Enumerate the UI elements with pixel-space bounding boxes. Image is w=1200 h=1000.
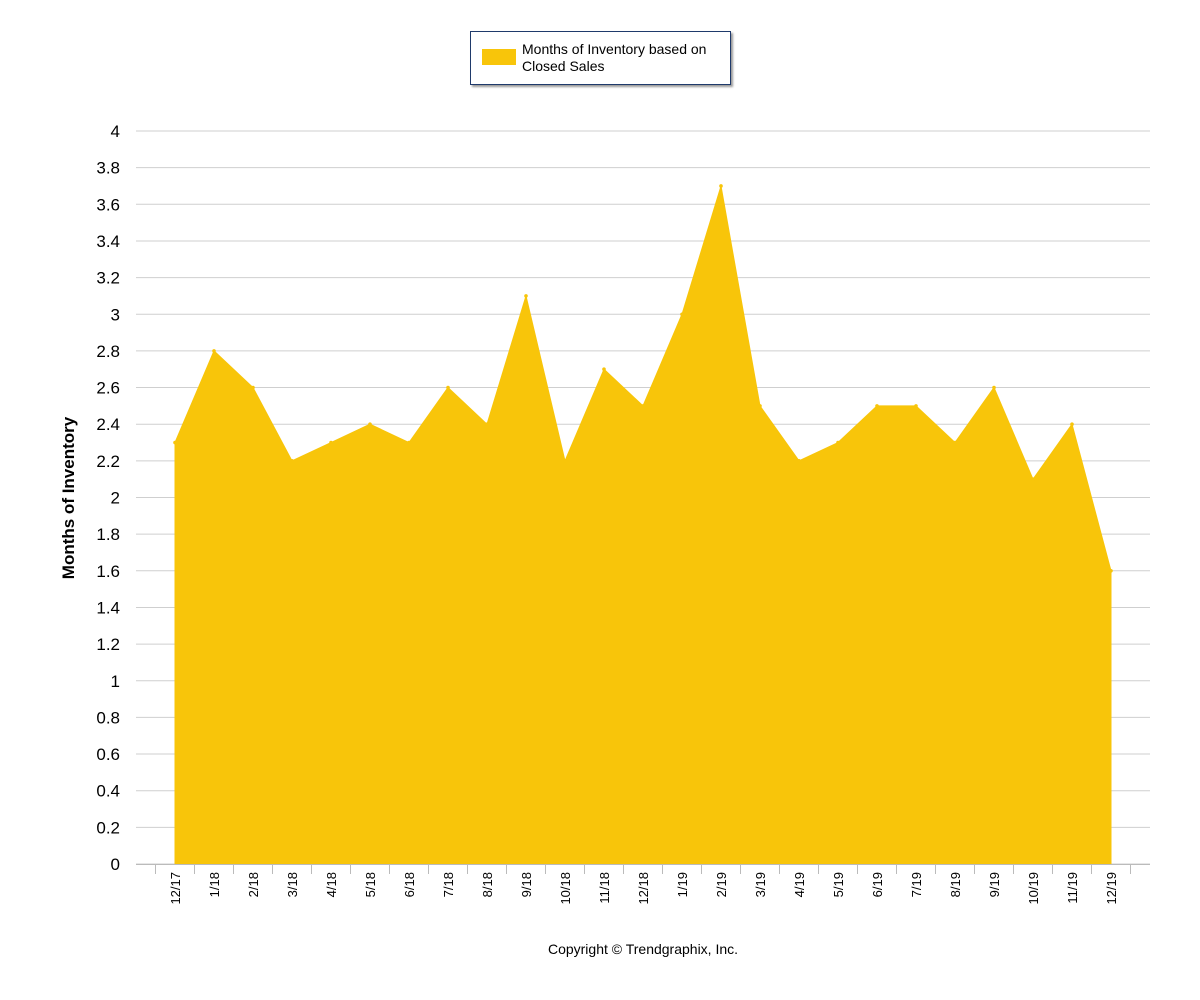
x-tick-label: 10/19 [1026,872,1041,905]
y-tick-label: 1.4 [96,598,120,617]
x-tick-label: 4/19 [792,872,807,897]
data-point [875,404,879,408]
data-point [758,404,762,408]
data-point [563,459,567,463]
y-tick-label: 1 [111,672,120,691]
legend: Months of Inventory based on Closed Sale… [470,31,731,85]
data-point [1109,569,1113,573]
y-tick-label: 1.2 [96,635,120,654]
data-point [329,440,333,445]
data-point [368,422,372,427]
x-tick-label: 2/19 [714,872,729,897]
data-point [680,312,684,317]
area-series [174,185,1112,865]
copyright-text: Copyright © Trendgraphix, Inc. [547,941,739,957]
data-point [485,422,489,427]
legend-label: Months of Inventory based on Closed Sale… [522,41,707,74]
x-tick-label: 6/18 [402,872,417,897]
y-tick-label: 3.4 [96,232,120,251]
x-tick-label: 12/17 [168,872,183,905]
y-tick-label: 0 [111,855,120,874]
x-tick-label: 4/18 [324,872,339,897]
data-point [446,385,450,390]
x-tick-label: 7/18 [441,872,456,897]
data-point [719,184,723,188]
y-tick-label: 2.4 [96,415,120,434]
data-point [602,367,606,372]
data-point [173,440,177,445]
y-tick-label: 0.2 [96,818,120,837]
data-point [1070,422,1074,427]
data-point [641,404,645,408]
legend-swatch [482,49,516,65]
x-tick-label: 12/18 [636,872,651,905]
y-tick-label: 3.6 [96,195,120,214]
x-tick-label: 9/18 [519,872,534,897]
y-tick-label: 3.2 [96,269,120,288]
x-tick-label: 3/19 [753,872,768,897]
x-tick-label: 1/18 [207,872,222,897]
y-tick-label: 3 [111,305,120,324]
data-point [797,459,801,463]
y-axis-title: Months of Inventory [59,416,78,579]
data-point [914,404,918,408]
data-point [953,440,957,445]
x-tick-label: 5/18 [363,872,378,897]
data-point [1031,477,1035,481]
data-point [836,440,840,445]
x-tick-label: 7/19 [909,872,924,897]
y-tick-label: 0.8 [96,708,120,727]
x-tick-label: 5/19 [831,872,846,897]
x-tick-label: 11/19 [1065,872,1080,904]
y-tick-label: 3.8 [96,159,120,178]
y-tick-label: 2.6 [96,379,120,398]
data-point [524,294,528,298]
data-point [992,385,996,390]
x-tick-label: 10/18 [558,872,573,905]
y-tick-label: 0.4 [96,782,120,801]
data-point [212,349,216,353]
x-tick-label: 8/19 [948,872,963,897]
x-tick-label: 8/18 [480,872,495,897]
y-tick-label: 1.6 [96,562,120,581]
y-tick-label: 1.8 [96,525,120,544]
y-tick-label: 2.8 [96,342,120,361]
x-tick-label: 11/18 [597,872,612,904]
x-tick-label: 1/19 [675,872,690,897]
x-tick-label: 12/19 [1104,872,1119,905]
data-point [290,459,294,463]
y-tick-label: 0.6 [96,745,120,764]
y-tick-label: 2 [111,489,120,508]
y-tick-label: 4 [111,122,120,141]
x-tick-label: 3/18 [285,872,300,897]
data-point [251,385,255,390]
y-tick-label: 2.2 [96,452,120,471]
data-point [407,440,411,445]
x-tick-label: 6/19 [870,872,885,897]
x-tick-label: 9/19 [987,872,1002,897]
x-tick-label: 2/18 [246,872,261,897]
